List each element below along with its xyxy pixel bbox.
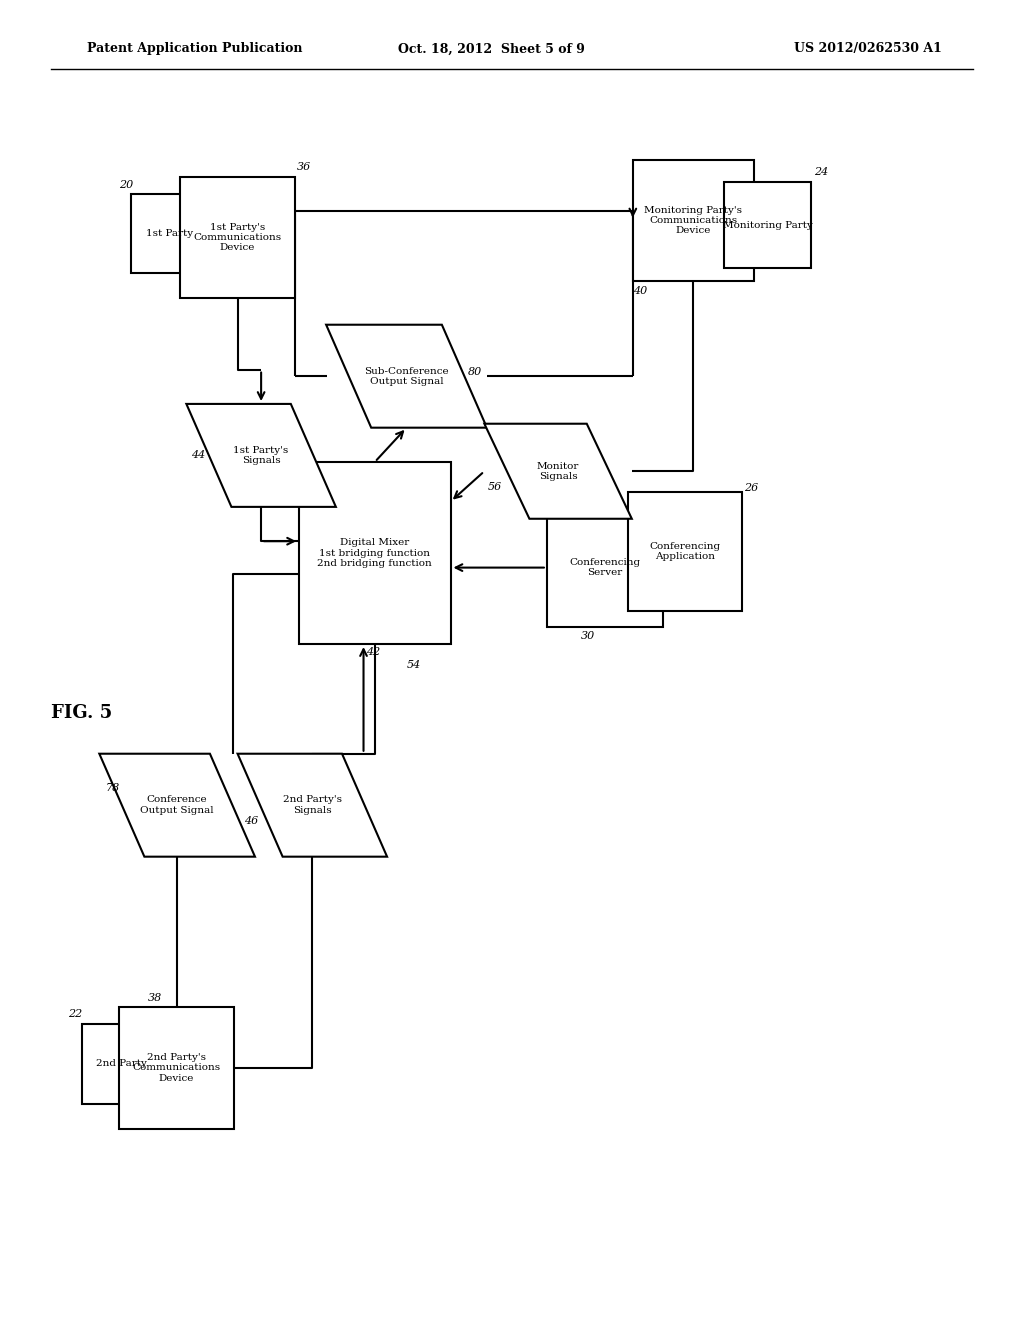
Text: 1st Party's
Communications
Device: 1st Party's Communications Device: [194, 223, 282, 252]
Bar: [131, 194, 208, 273]
Polygon shape: [326, 325, 487, 428]
Text: Oct. 18, 2012  Sheet 5 of 9: Oct. 18, 2012 Sheet 5 of 9: [398, 42, 585, 55]
Text: 54: 54: [407, 660, 421, 671]
Text: 22: 22: [68, 1008, 82, 1019]
Bar: [180, 177, 295, 298]
Text: Patent Application Publication: Patent Application Publication: [87, 42, 302, 55]
Text: Monitor
Signals: Monitor Signals: [537, 462, 580, 480]
Bar: [547, 508, 663, 627]
Polygon shape: [186, 404, 336, 507]
Text: Monitoring Party's
Communications
Device: Monitoring Party's Communications Device: [644, 206, 742, 235]
Text: 26: 26: [744, 483, 759, 494]
Text: 46: 46: [244, 816, 258, 826]
Text: 36: 36: [297, 161, 311, 172]
Bar: [628, 492, 742, 611]
Text: 56: 56: [487, 482, 502, 492]
Text: Monitoring Party: Monitoring Party: [723, 220, 812, 230]
Polygon shape: [238, 754, 387, 857]
Text: 2nd Party: 2nd Party: [96, 1060, 146, 1068]
Text: Conferencing
Server: Conferencing Server: [569, 558, 640, 577]
Text: 30: 30: [581, 631, 595, 642]
Text: 40: 40: [633, 286, 647, 297]
Text: 44: 44: [190, 450, 205, 461]
Text: 2nd Party's
Signals: 2nd Party's Signals: [283, 796, 342, 814]
Polygon shape: [484, 424, 632, 519]
Text: Conference
Output Signal: Conference Output Signal: [140, 796, 214, 814]
Bar: [82, 1024, 161, 1104]
Text: Digital Mixer
1st bridging function
2nd bridging function: Digital Mixer 1st bridging function 2nd …: [317, 539, 432, 568]
Text: 80: 80: [468, 367, 482, 378]
Text: 24: 24: [814, 166, 828, 177]
Polygon shape: [99, 754, 255, 857]
Text: 78: 78: [105, 783, 120, 793]
Text: Sub-Conference
Output Signal: Sub-Conference Output Signal: [365, 367, 449, 385]
Text: 38: 38: [147, 993, 162, 1003]
Text: 20: 20: [119, 180, 133, 190]
Text: 2nd Party's
Communications
Device: 2nd Party's Communications Device: [132, 1053, 221, 1082]
Bar: [724, 182, 811, 268]
Text: 42: 42: [366, 647, 380, 657]
Bar: [119, 1007, 234, 1129]
Text: 1st Party's
Signals: 1st Party's Signals: [233, 446, 289, 465]
Bar: [299, 462, 451, 644]
Text: US 2012/0262530 A1: US 2012/0262530 A1: [795, 42, 942, 55]
Text: FIG. 5: FIG. 5: [51, 704, 113, 722]
Text: Conferencing
Application: Conferencing Application: [649, 543, 721, 561]
Bar: [633, 160, 754, 281]
Text: 1st Party: 1st Party: [145, 230, 194, 238]
